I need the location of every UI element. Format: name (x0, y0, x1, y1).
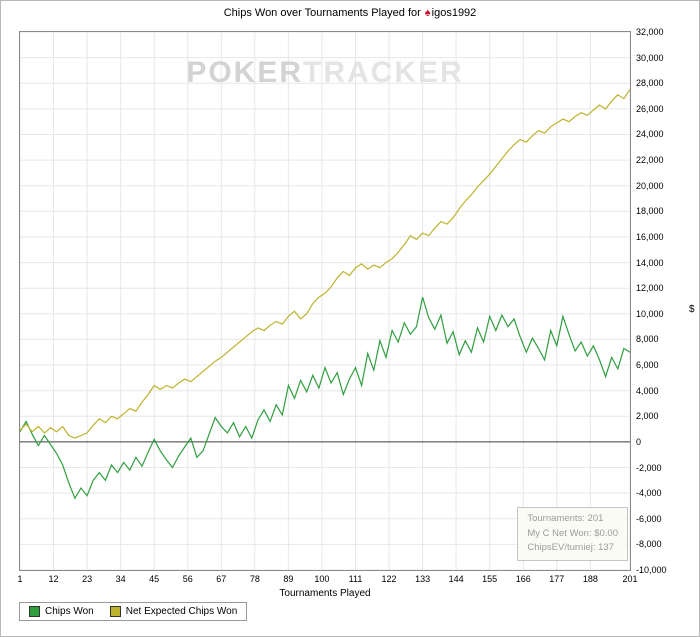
x-tick-label: 111 (348, 574, 363, 584)
y-tick-label: 16,000 (636, 231, 664, 242)
x-tick-label: 1 (17, 574, 23, 584)
x-axis-title: Tournaments Played (279, 588, 371, 599)
legend-item-chips-won[interactable]: Chips Won (29, 606, 94, 617)
x-tick-label: 122 (381, 574, 397, 584)
chips-won-swatch (29, 606, 40, 617)
y-tick-label: 2,000 (636, 411, 659, 422)
y-tick-label: 4,000 (636, 385, 659, 396)
legend-item-net-expected[interactable]: Net Expected Chips Won (109, 606, 238, 617)
chart-canvas[interactable] (20, 32, 630, 570)
y-axis-tick-labels: -10,000 -8,000 -6,000 -4,000 -2,000 0 2,000 4,0… (636, 27, 696, 575)
x-tick-label: 177 (549, 574, 565, 584)
y-tick-label: 8,000 (636, 334, 659, 345)
y-tick-label: 32,000 (636, 27, 664, 37)
x-axis-tick-labels: 1 12 23 34 45 56 67 78 89 100 111 122 133 144 155 166 17… (17, 574, 637, 586)
stats-chips-ev: ChipsEV/turniej: 137 (527, 542, 614, 554)
y-tick-label: 6,000 (636, 360, 659, 371)
chart-title: Chips Won over Tournaments Played for ♠ig… (1, 7, 699, 19)
y-tick-label: -8,000 (636, 539, 662, 550)
x-tick-label: 45 (149, 574, 160, 584)
y-tick-label: 30,000 (636, 52, 664, 63)
x-tick-label: 155 (482, 574, 498, 584)
series-line-1 (20, 89, 630, 439)
stats-box: Tournaments: 201 My C Net Won: $0.00 Chi… (517, 507, 628, 562)
net-expected-swatch (109, 606, 121, 617)
chart-title-text: Chips Won over Tournaments Played for (223, 7, 421, 19)
x-tick-label: 56 (182, 574, 193, 584)
x-tick-label: 89 (283, 574, 294, 584)
x-tick-label: 23 (82, 574, 93, 584)
x-tick-label: 133 (415, 574, 431, 584)
y-tick-label: -10,000 (636, 565, 667, 575)
x-tick-label: 67 (216, 574, 227, 584)
stats-tournaments: Tournaments: 201 (527, 513, 604, 524)
x-tick-label: 166 (515, 574, 531, 584)
y-tick-label: 22,000 (636, 155, 664, 166)
x-tick-label: 12 (48, 574, 59, 584)
y-tick-label: 28,000 (636, 78, 664, 89)
y-tick-label: 12,000 (636, 283, 664, 294)
x-tick-label: 144 (448, 574, 464, 584)
y-tick-label: 20,000 (636, 180, 664, 191)
legend-label-chips-won: Chips Won (45, 606, 94, 617)
stats-net-won: My C Net Won: $0.00 (527, 527, 618, 539)
x-tick-label: 201 (622, 574, 638, 584)
y-tick-label: -2,000 (636, 462, 662, 473)
y-tick-label: 10,000 (636, 308, 664, 319)
y-tick-label: 14,000 (636, 257, 664, 268)
x-tick-label: 100 (314, 574, 330, 584)
plot-area[interactable]: POKERTRACKER (19, 31, 631, 571)
y-tick-label: 0 (636, 436, 642, 447)
x-tick-label: 34 (115, 574, 126, 584)
pokertracker-logo-icon: ♠ (424, 7, 431, 19)
player-name: igos1992 (431, 7, 477, 19)
x-tick-label: 188 (582, 574, 598, 584)
y-tick-label: -4,000 (636, 488, 662, 499)
y-axis-title: $ (689, 304, 695, 315)
y-tick-label: 24,000 (636, 129, 664, 140)
y-tick-label: 26,000 (636, 103, 664, 114)
legend-label-net-expected: Net Expected Chips Won (125, 606, 238, 617)
y-tick-label: -6,000 (636, 513, 662, 524)
series-line-0 (20, 297, 630, 500)
x-tick-label: 78 (249, 574, 260, 584)
y-tick-label: 18,000 (636, 206, 664, 217)
legend: Chips Won Net Expected Chips Won (19, 602, 248, 621)
